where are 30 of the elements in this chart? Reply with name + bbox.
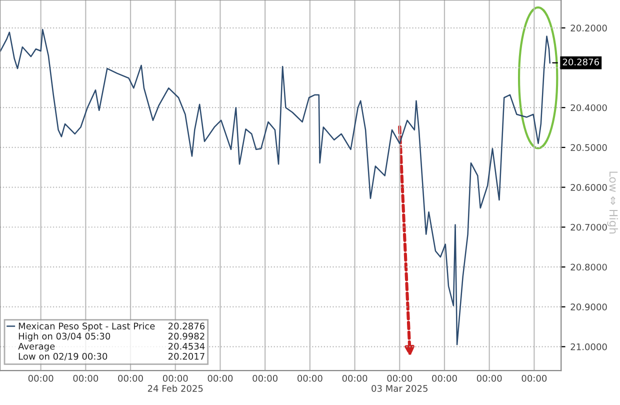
annotation: 20.2017 xyxy=(168,352,204,360)
y-tick-label: 20.2000 xyxy=(570,24,607,32)
x-tick-label: 00:00 xyxy=(298,374,322,382)
legend-label: Mexican Peso Spot - Last Price xyxy=(18,322,155,332)
y-tick-label: 20.5000 xyxy=(570,144,607,151)
x-tick-label: 00:00 xyxy=(118,374,143,382)
annotation: 20.4534 xyxy=(168,342,205,350)
x-tick-label: 00:00 xyxy=(208,374,233,382)
x-tick-label: 00:00 24 Feb 2025 xyxy=(148,374,203,392)
y-tick-label: 20.6000 xyxy=(570,184,607,191)
x-tick-label: 00:00 03 Mar 2025 xyxy=(372,374,428,392)
y-tick-label: 20.9000 xyxy=(570,304,607,310)
y-tick-label: 20.7000 xyxy=(570,224,607,231)
x-tick-label: 00:00 xyxy=(342,374,368,382)
y-tick-label: 21.0000 xyxy=(570,343,607,350)
x-tick-label: 00:00 xyxy=(73,374,98,382)
x-tick-label: 00:00 xyxy=(252,374,278,382)
annotation: 20.2876 xyxy=(562,58,599,66)
annotation: 20.9982 xyxy=(168,332,204,340)
annotation: 20.2876 xyxy=(168,322,205,330)
x-tick-label: 00:00 xyxy=(522,374,547,382)
annotation: High on 03/04 05:30 xyxy=(18,332,110,342)
y-tick-label: 20.8000 xyxy=(570,264,607,271)
y-tick-label: 20.4000 xyxy=(570,104,607,112)
x-tick-label: 00:00 xyxy=(432,374,457,382)
text: Low ⇔ High xyxy=(607,172,618,234)
annotation: Low on 02/19 00:30 xyxy=(18,352,108,360)
x-tick-label: 00:00 xyxy=(476,374,502,382)
x-tick-label: 00:00 xyxy=(28,374,54,382)
annotation: Average xyxy=(18,342,55,352)
